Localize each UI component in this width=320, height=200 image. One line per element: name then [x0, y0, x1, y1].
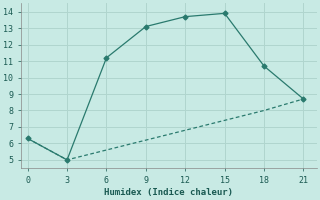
X-axis label: Humidex (Indice chaleur): Humidex (Indice chaleur) — [104, 188, 233, 197]
